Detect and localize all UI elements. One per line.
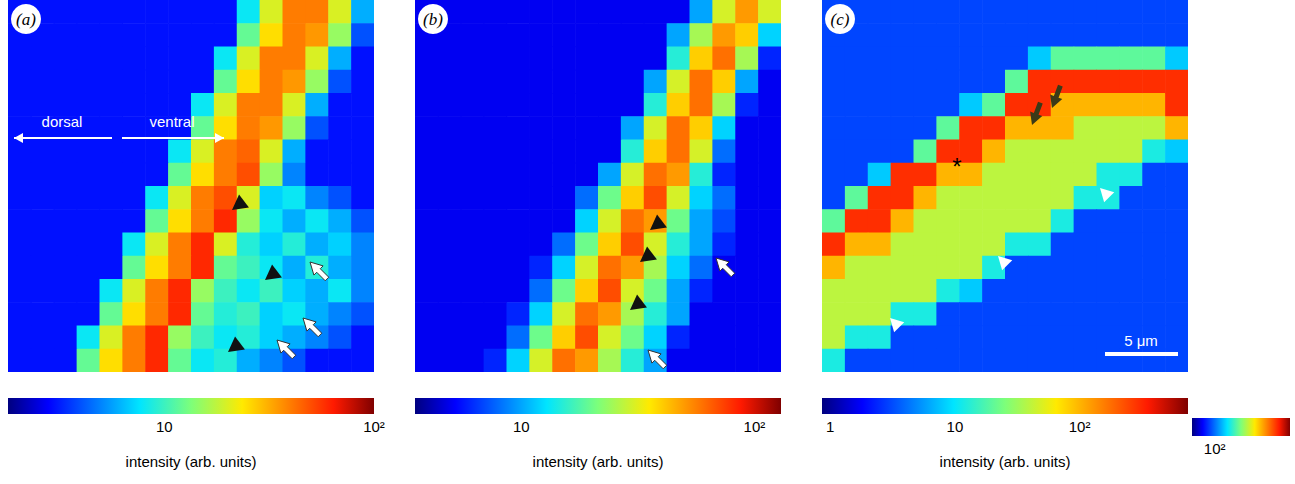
svg-text:10²: 10²: [744, 418, 766, 435]
svg-text:10: 10: [947, 418, 964, 435]
svg-text:(a): (a): [16, 10, 36, 29]
svg-text:intensity (arb. units): intensity (arb. units): [126, 453, 257, 470]
svg-text:10: 10: [156, 418, 173, 435]
svg-text:10: 10: [513, 418, 530, 435]
svg-text:dorsal: dorsal: [42, 113, 83, 130]
svg-text:*: *: [952, 153, 961, 180]
svg-text:10²: 10²: [1069, 418, 1091, 435]
svg-text:10²: 10²: [1204, 440, 1226, 457]
svg-text:intensity (arb. units): intensity (arb. units): [940, 453, 1071, 470]
svg-text:(c): (c): [831, 10, 850, 29]
svg-text:10²: 10²: [363, 418, 385, 435]
svg-text:1: 1: [826, 418, 834, 435]
svg-text:intensity (arb. units): intensity (arb. units): [533, 453, 664, 470]
svg-text:(b): (b): [423, 10, 443, 29]
svg-text:ventral: ventral: [149, 113, 194, 130]
svg-text:5 μm: 5 μm: [1124, 332, 1158, 349]
